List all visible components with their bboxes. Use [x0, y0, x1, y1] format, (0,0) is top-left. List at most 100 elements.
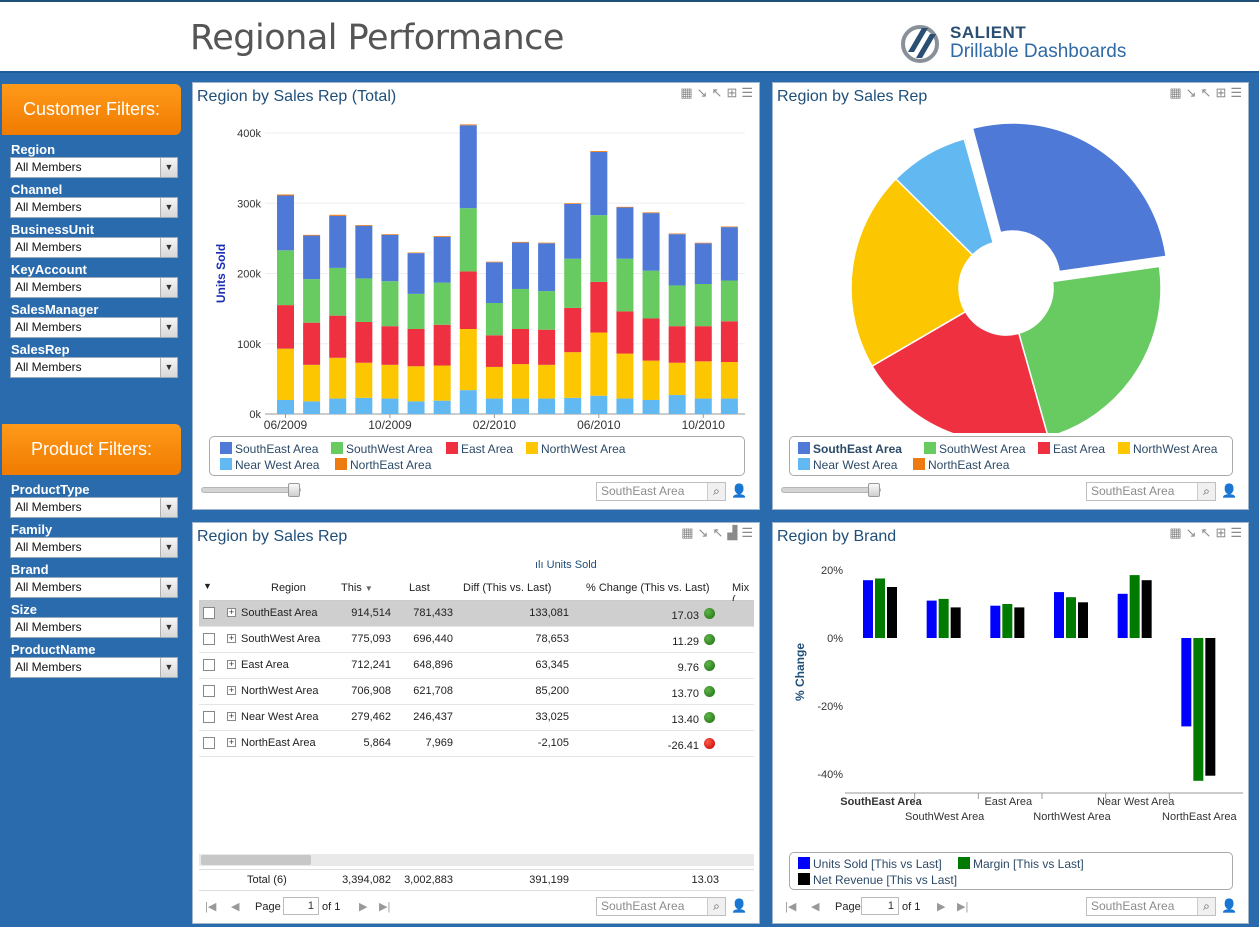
- row-checkbox[interactable]: [203, 737, 215, 749]
- bar-segment[interactable]: [329, 267, 347, 316]
- bar-segment[interactable]: [616, 398, 634, 414]
- bar-segment[interactable]: [277, 194, 294, 196]
- bar-segment[interactable]: [668, 362, 686, 396]
- bar-segment[interactable]: [459, 124, 477, 126]
- bar-segment[interactable]: [668, 326, 686, 363]
- bar-segment[interactable]: [538, 243, 556, 292]
- pager-prev-icon[interactable]: ◀: [231, 901, 240, 913]
- bar-segment[interactable]: [538, 329, 556, 365]
- bar-segment[interactable]: [538, 242, 556, 244]
- legend-southwest[interactable]: SouthWest Area: [924, 442, 1026, 456]
- bar-segment[interactable]: [720, 226, 738, 228]
- filter-select-businessunit[interactable]: All Members ▼: [10, 237, 178, 258]
- pager-first-icon[interactable]: |◀: [785, 901, 797, 913]
- horizontal-scrollbar[interactable]: [199, 854, 754, 866]
- bar-segment[interactable]: [642, 270, 660, 319]
- bar-segment[interactable]: [616, 206, 634, 208]
- bar-segment[interactable]: [668, 234, 686, 286]
- expand-icon[interactable]: +: [227, 633, 236, 643]
- bar-segment[interactable]: [303, 322, 321, 365]
- row-checkbox[interactable]: [203, 659, 215, 671]
- expand-icon[interactable]: +: [227, 607, 236, 617]
- bar-segment[interactable]: [616, 353, 634, 399]
- chevron-down-icon[interactable]: ▼: [160, 658, 177, 677]
- search-icon[interactable]: ⌕: [707, 483, 725, 500]
- pie-slice[interactable]: [963, 137, 995, 244]
- row-checkbox[interactable]: [203, 685, 215, 697]
- chevron-down-icon[interactable]: ▼: [160, 498, 177, 517]
- bar[interactable]: [863, 580, 873, 638]
- bar-segment[interactable]: [485, 262, 503, 304]
- bar-segment[interactable]: [355, 225, 373, 279]
- filter-select-region[interactable]: All Members ▼: [10, 157, 178, 178]
- bar-segment[interactable]: [642, 318, 660, 361]
- bar-segment[interactable]: [277, 399, 294, 414]
- bar-segment[interactable]: [694, 242, 712, 244]
- bar-segment[interactable]: [277, 250, 294, 306]
- table-view-icon[interactable]: ⊞: [726, 85, 738, 100]
- bar-segment[interactable]: [303, 401, 321, 414]
- bar-segment[interactable]: [459, 390, 477, 414]
- search-icon[interactable]: ⌕: [1197, 898, 1215, 915]
- bar-segment[interactable]: [616, 258, 634, 312]
- pager-last-icon[interactable]: ▶|: [957, 901, 969, 913]
- column-menu-icon[interactable]: ▼: [203, 581, 212, 591]
- bar[interactable]: [926, 600, 937, 638]
- bar-segment[interactable]: [616, 207, 634, 259]
- bar[interactable]: [990, 605, 1001, 638]
- bar-segment[interactable]: [564, 307, 582, 353]
- bar-segment[interactable]: [694, 398, 712, 414]
- chevron-down-icon[interactable]: ▼: [160, 578, 177, 597]
- filter-select-brand[interactable]: All Members ▼: [10, 577, 178, 598]
- bar[interactable]: [938, 598, 949, 638]
- bar-segment[interactable]: [277, 305, 294, 349]
- col-this[interactable]: This ▼: [341, 582, 373, 594]
- bar-segment[interactable]: [381, 364, 399, 399]
- bar[interactable]: [1078, 602, 1088, 638]
- search-input[interactable]: SouthEast Area ⌕: [1086, 482, 1216, 501]
- filter-select-salesrep[interactable]: All Members ▼: [10, 357, 178, 378]
- bar-segment[interactable]: [668, 285, 686, 327]
- expand-icon[interactable]: +: [227, 659, 236, 669]
- pager-first-icon[interactable]: |◀: [205, 901, 217, 913]
- bar[interactable]: [1002, 604, 1013, 638]
- bar-segment[interactable]: [459, 271, 477, 329]
- drill-up-icon[interactable]: ↖: [711, 85, 723, 100]
- add-user-icon[interactable]: 👤: [731, 483, 748, 498]
- bar-segment[interactable]: [355, 225, 373, 226]
- bar-segment[interactable]: [381, 398, 399, 414]
- row-checkbox[interactable]: [203, 633, 215, 645]
- chevron-down-icon[interactable]: ▼: [160, 358, 177, 377]
- export-icon[interactable]: ▦: [1169, 85, 1182, 100]
- table-row[interactable]: + SouthWest Area 775,093 696,440 78,653 11.29: [199, 627, 754, 653]
- bar-segment[interactable]: [381, 234, 399, 282]
- drill-down-icon[interactable]: ↘: [1185, 525, 1197, 540]
- bar-segment[interactable]: [694, 326, 712, 362]
- filter-select-salesmanager[interactable]: All Members ▼: [10, 317, 178, 338]
- bar-segment[interactable]: [407, 366, 425, 402]
- bar-segment[interactable]: [642, 213, 660, 271]
- filter-select-keyaccount[interactable]: All Members ▼: [10, 277, 178, 298]
- bar-segment[interactable]: [355, 278, 373, 322]
- bar-segment[interactable]: [512, 364, 529, 399]
- zoom-slider[interactable]: [781, 483, 881, 497]
- search-input[interactable]: SouthEast Area ⌕: [1086, 897, 1216, 916]
- pager-page-input[interactable]: 1: [283, 897, 319, 915]
- slider-thumb[interactable]: [868, 483, 880, 497]
- expand-icon[interactable]: +: [227, 711, 236, 721]
- bar-segment[interactable]: [590, 395, 608, 414]
- bar-segment[interactable]: [459, 208, 477, 272]
- search-input[interactable]: SouthEast Area ⌕: [596, 897, 726, 916]
- bar-segment[interactable]: [564, 258, 582, 308]
- add-user-icon[interactable]: 👤: [1221, 483, 1238, 498]
- table-row[interactable]: + NorthWest Area 706,908 621,708 85,200 13.70: [199, 679, 754, 705]
- legend-southeast[interactable]: SouthEast Area: [798, 442, 902, 456]
- export-icon[interactable]: ▦: [680, 85, 693, 100]
- col-region[interactable]: Region: [271, 582, 306, 594]
- bar[interactable]: [1141, 580, 1152, 638]
- bar-segment[interactable]: [407, 328, 425, 367]
- filter-select-channel[interactable]: All Members ▼: [10, 197, 178, 218]
- bar-segment[interactable]: [303, 364, 321, 402]
- legend-nearwest[interactable]: Near West Area: [798, 458, 897, 472]
- chevron-down-icon[interactable]: ▼: [160, 198, 177, 217]
